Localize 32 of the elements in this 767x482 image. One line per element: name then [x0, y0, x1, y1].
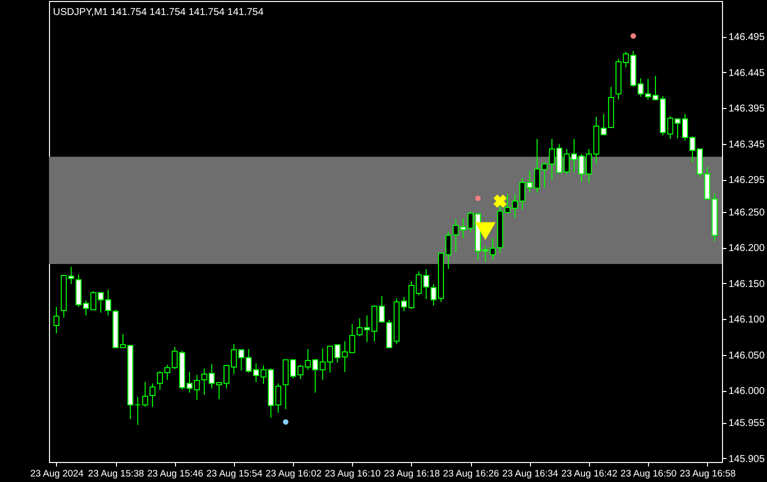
y-tick-label: 145.955: [728, 418, 766, 430]
y-tick-label: 146.345: [728, 139, 766, 150]
x-tick-label: 23 Aug 16:42: [561, 468, 618, 480]
y-tick-label: 146.295: [728, 175, 766, 186]
x-tick-label: 23 Aug 16:34: [502, 468, 558, 480]
y-tick-label: 146.150: [728, 278, 766, 290]
y-tick-label: 146.100: [728, 314, 766, 326]
candlestick: [53, 306, 60, 334]
y-tick-label: 146.395: [728, 104, 766, 115]
x-tick-label: 23 Aug 16:18: [384, 468, 440, 480]
x-tick-label: 23 Aug 16:26: [443, 468, 500, 480]
x-tick-label: 23 Aug 15:38: [88, 468, 144, 480]
x-tick-label: 23 Aug 16:58: [680, 468, 736, 480]
y-tick-label: 146.000: [728, 386, 766, 398]
point: [630, 33, 636, 39]
x-tick-label: 23 Aug 16:10: [324, 468, 381, 480]
y-tick-label: 146.050: [728, 350, 766, 362]
x-tick-label: 23 Aug 16:02: [266, 468, 322, 480]
point: [475, 196, 481, 201]
text: USDJPY,M1 141.754 141.754 141.754 141.754: [53, 7, 264, 18]
point: [493, 194, 507, 208]
y-tick-label: 146.200: [728, 243, 766, 254]
y-tick-label: 146.495: [728, 32, 766, 44]
x-tick-label: 23 Aug 15:54: [206, 468, 262, 480]
y-tick-label: 146.445: [728, 68, 766, 79]
point: [282, 419, 288, 425]
point: [475, 222, 496, 240]
x-tick-label: 23 Aug 16:50: [620, 468, 677, 480]
y-tick-label: 146.250: [728, 207, 766, 218]
y-tick-label: 145.905: [728, 454, 766, 465]
x-tick-label: 23 Aug 15:46: [147, 468, 204, 480]
x-tick-label: 23 Aug 2024: [30, 468, 84, 480]
